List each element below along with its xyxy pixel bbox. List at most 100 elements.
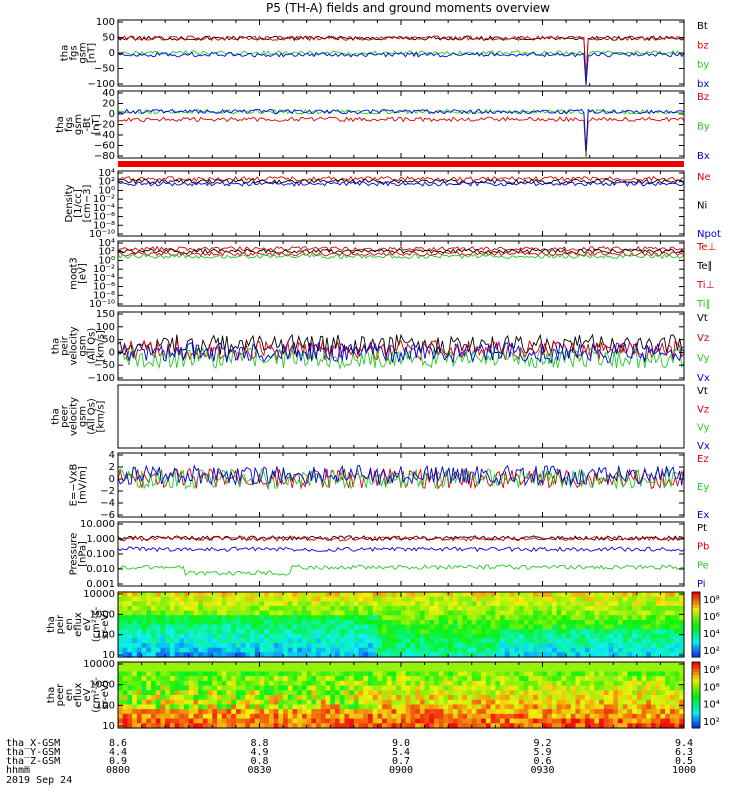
- heatmap-cell: [155, 610, 162, 616]
- heatmap-cell: [264, 699, 270, 706]
- heatmap-cell: [353, 662, 360, 668]
- heatmap-cell: [636, 685, 643, 691]
- heatmap-cell: [235, 643, 242, 649]
- heatmap-cell: [273, 652, 279, 658]
- heatmap-cell: [646, 723, 652, 729]
- heatmap-cell: [245, 704, 251, 710]
- heatmap-cell: [608, 615, 614, 621]
- heatmap-cell: [363, 596, 369, 602]
- heatmap-cell: [528, 718, 534, 724]
- heatmap-cell: [655, 680, 662, 687]
- heatmap-cell: [646, 619, 652, 626]
- heatmap-cell: [528, 690, 534, 696]
- heatmap-cell: [287, 596, 294, 602]
- heatmap-cell: [599, 662, 605, 668]
- heatmap-cell: [306, 615, 312, 621]
- heatmap-cell: [122, 629, 129, 635]
- heatmap-cell: [174, 709, 180, 715]
- heatmap-cell: [391, 718, 397, 724]
- heatmap-cell: [622, 662, 628, 668]
- heatmap-cell: [268, 662, 275, 668]
- heatmap-cell: [599, 619, 605, 626]
- heatmap-cell: [353, 723, 360, 729]
- heatmap-cell: [490, 652, 496, 658]
- heatmap-cell: [457, 601, 463, 607]
- heatmap-cell: [240, 718, 246, 724]
- heatmap-cell: [301, 685, 308, 691]
- heatmap-cell: [589, 713, 595, 720]
- heatmap-cell: [386, 633, 393, 640]
- heatmap-cell: [122, 596, 129, 602]
- heatmap-cell: [575, 652, 581, 658]
- heatmap-cell: [410, 629, 416, 635]
- heatmap-cell: [207, 709, 213, 715]
- heatmap-cell: [268, 652, 275, 658]
- heatmap-cell: [151, 601, 157, 607]
- heatmap-cell: [551, 596, 558, 602]
- heatmap-cell: [151, 676, 157, 682]
- heatmap-cell: [556, 671, 562, 677]
- heatmap-cell: [250, 652, 256, 658]
- heatmap-cell: [363, 690, 369, 696]
- heatmap-cell: [198, 704, 204, 710]
- heatmap-cell: [443, 718, 449, 724]
- heatmap-cell: [212, 605, 218, 612]
- heatmap-cell: [655, 690, 662, 696]
- heatmap-cell: [165, 671, 171, 677]
- heatmap-cell: [434, 652, 440, 658]
- heatmap-cell: [457, 699, 463, 706]
- heatmap-cell: [358, 680, 364, 687]
- heatmap-cell: [292, 629, 298, 635]
- heatmap-cell: [344, 605, 350, 612]
- heatmap-cell: [575, 709, 581, 715]
- heatmap-cell: [660, 690, 666, 696]
- heatmap-cell: [566, 699, 572, 706]
- heatmap-cell: [500, 601, 506, 607]
- heatmap-cell: [118, 704, 124, 710]
- heatmap-cell: [641, 605, 647, 612]
- heatmap-cell: [132, 680, 138, 687]
- heatmap-cell: [174, 629, 180, 635]
- heatmap-cell: [155, 685, 162, 691]
- heatmap-cell: [198, 709, 204, 715]
- heatmap-cell: [415, 690, 421, 696]
- heatmap-cell: [660, 624, 666, 630]
- heatmap-cell: [122, 601, 129, 607]
- heatmap-cell: [363, 615, 369, 621]
- heatmap-cell: [641, 615, 647, 621]
- heatmap-cell: [570, 592, 577, 598]
- heatmap-cell: [641, 676, 647, 682]
- heatmap-cell: [485, 610, 492, 616]
- heatmap-cell: [580, 709, 586, 715]
- heatmap-cell: [363, 638, 369, 644]
- heatmap-cell: [481, 615, 487, 621]
- heatmap-cell: [434, 676, 440, 682]
- heatmap-cell: [306, 718, 312, 724]
- heatmap-cell: [570, 662, 577, 668]
- heatmap-cell: [443, 615, 449, 621]
- heatmap-cell: [533, 699, 539, 706]
- heatmap-cell: [547, 680, 553, 687]
- heatmap-cell: [660, 666, 666, 673]
- heatmap-cell: [490, 713, 496, 720]
- heatmap-cell: [471, 615, 478, 621]
- heatmap-cell: [424, 690, 430, 696]
- heatmap-cell: [490, 610, 496, 616]
- heatmap-cell: [278, 666, 284, 673]
- heatmap-cell: [528, 624, 534, 630]
- heatmap-cell: [207, 666, 213, 673]
- colorbar-step: [692, 608, 700, 612]
- heatmap-cell: [344, 666, 350, 673]
- heatmap-cell: [603, 723, 610, 729]
- heatmap-cell: [306, 695, 312, 701]
- heatmap-cell: [132, 685, 138, 691]
- heatmap-cell: [547, 690, 553, 696]
- heatmap-cell: [358, 615, 364, 621]
- heatmap-cell: [193, 601, 199, 607]
- heatmap-cell: [235, 624, 242, 630]
- heatmap-cell: [415, 699, 421, 706]
- legend-Vy: Vy: [697, 353, 710, 364]
- heatmap-cell: [570, 666, 577, 673]
- heatmap-cell: [146, 652, 152, 658]
- heatmap-cell: [174, 718, 180, 724]
